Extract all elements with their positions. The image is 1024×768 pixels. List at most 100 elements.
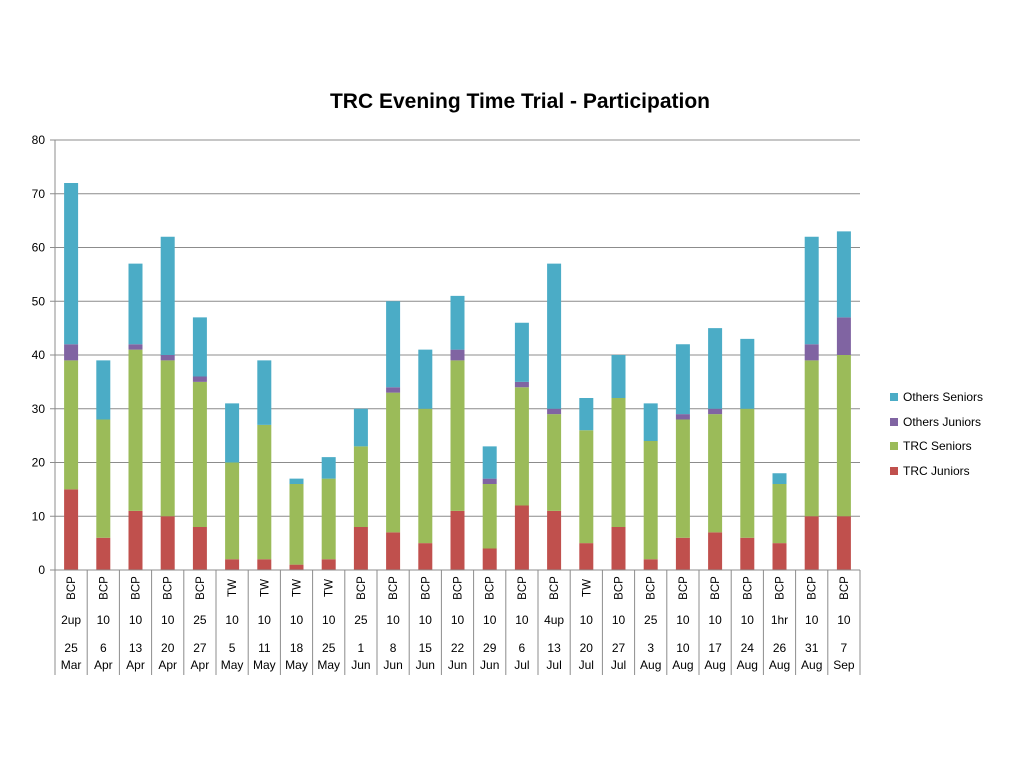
x-label-month: Apr [126, 658, 145, 672]
legend-item: TRC Seniors [890, 434, 983, 459]
x-label-day: 15 [419, 641, 433, 655]
x-label-course: BCP [388, 576, 400, 600]
x-label-day: 3 [647, 641, 654, 655]
x-label-distance: 10 [290, 613, 304, 627]
x-label-month: Jul [546, 658, 561, 672]
x-label-day: 8 [390, 641, 397, 655]
bar-trc-seniors [64, 360, 79, 490]
x-label-course: TW [259, 579, 271, 597]
x-label-distance: 10 [741, 613, 755, 627]
x-label-month: Apr [94, 658, 113, 672]
bar-trc-juniors [579, 543, 594, 570]
bar-trc-juniors [96, 537, 111, 570]
x-label-day: 10 [676, 641, 690, 655]
bar-trc-juniors [257, 559, 272, 570]
x-label-day: 7 [841, 641, 848, 655]
x-label-distance: 2up [61, 613, 81, 627]
x-label-distance: 10 [451, 613, 465, 627]
x-label-course: BCP [356, 576, 368, 600]
x-label-course: BCP [131, 576, 143, 600]
bar-trc-juniors [643, 559, 658, 570]
x-label-month: May [317, 658, 340, 672]
x-label-course: BCP [710, 576, 722, 600]
bars [64, 183, 851, 570]
x-label-course: BCP [420, 576, 432, 600]
x-label-day: 13 [129, 641, 143, 655]
legend-swatch [890, 466, 898, 475]
x-label-course: BCP [614, 576, 626, 600]
legend: Others Seniors Others Juniors TRC Seniors T… [890, 385, 983, 483]
bar-trc-juniors [708, 532, 723, 570]
bar-others-seniors [257, 360, 272, 425]
bar-others-juniors [128, 344, 143, 350]
x-label-course: BCP [646, 576, 658, 600]
x-label-month: Aug [640, 658, 661, 672]
x-label-distance: 10 [322, 613, 336, 627]
bar-others-seniors [804, 236, 819, 345]
x-label-day: 22 [451, 641, 465, 655]
bar-others-seniors [514, 322, 529, 382]
x-label-month: Jun [416, 658, 435, 672]
x-label-month: Aug [672, 658, 693, 672]
legend-swatch [890, 393, 898, 402]
x-label-distance: 25 [354, 613, 368, 627]
x-label-course: BCP [517, 576, 529, 600]
x-label-day: 17 [708, 641, 722, 655]
x-label-month: Mar [61, 658, 82, 672]
bar-trc-juniors [514, 505, 529, 570]
bar-trc-juniors [675, 537, 690, 570]
x-label-course: BCP [775, 576, 787, 600]
bar-trc-seniors [643, 441, 658, 560]
x-label-day: 25 [64, 641, 78, 655]
bar-others-juniors [708, 408, 723, 415]
axes [54, 140, 860, 571]
bar-trc-seniors [450, 360, 465, 511]
bar-others-juniors [386, 387, 401, 393]
x-label-day: 6 [519, 641, 526, 655]
legend-label: TRC Juniors [903, 463, 970, 478]
bar-trc-seniors [289, 484, 304, 565]
x-label-distance: 1hr [771, 613, 788, 627]
x-axis-category-table: BCP2up25MarBCP106AprBCP1013AprBCP1020Apr… [54, 570, 861, 675]
x-label-month: Aug [769, 658, 790, 672]
legend-item: TRC Juniors [890, 459, 983, 484]
bar-trc-juniors [64, 489, 79, 570]
x-label-course: BCP [549, 576, 561, 600]
x-label-month: Aug [801, 658, 822, 672]
bar-others-juniors [514, 381, 529, 388]
legend-label: Others Juniors [903, 414, 982, 429]
bar-trc-juniors [547, 510, 562, 570]
x-label-course: BCP [98, 576, 110, 600]
x-label-day: 11 [258, 641, 271, 655]
legend-item: Others Juniors [890, 410, 983, 435]
bar-trc-seniors [418, 408, 433, 544]
x-label-course: BCP [839, 576, 851, 600]
bar-others-juniors [160, 355, 175, 361]
x-label-day: 27 [193, 641, 207, 655]
bar-others-seniors [708, 328, 723, 409]
x-label-course: TW [227, 579, 239, 597]
bar-others-seniors [128, 263, 143, 345]
bar-others-seniors [450, 295, 465, 350]
x-label-distance: 10 [161, 613, 175, 627]
legend-item: Others Seniors [890, 385, 983, 410]
bar-trc-seniors [321, 478, 336, 560]
bar-others-seniors [64, 183, 79, 345]
x-label-course: TW [292, 579, 304, 597]
bar-trc-seniors [192, 381, 207, 527]
x-label-distance: 25 [193, 613, 207, 627]
x-label-distance: 10 [386, 613, 400, 627]
x-label-month: Jun [351, 658, 370, 672]
y-tick-label: 30 [32, 402, 46, 416]
bar-others-seniors [579, 398, 594, 431]
x-label-month: Jul [611, 658, 626, 672]
bar-others-juniors [192, 376, 207, 382]
bar-trc-seniors [257, 424, 272, 560]
bar-trc-juniors [128, 510, 143, 570]
y-tick-label: 10 [32, 509, 46, 523]
legend-label: Others Seniors [903, 390, 984, 405]
bar-trc-juniors [321, 559, 336, 570]
x-label-day: 20 [161, 641, 175, 655]
bar-others-juniors [482, 478, 497, 484]
